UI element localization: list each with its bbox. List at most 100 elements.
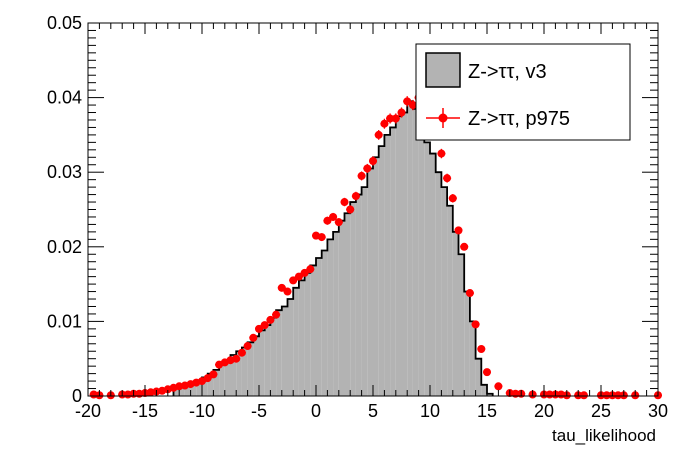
histogram-bar: [441, 187, 448, 396]
histogram-bar: [281, 306, 288, 396]
data-point: [340, 198, 349, 207]
data-point: [391, 114, 400, 123]
data-point: [408, 101, 417, 110]
x-tick-label: 5: [368, 401, 378, 421]
histogram-bar: [373, 157, 379, 396]
histogram-bar: [287, 299, 294, 396]
data-point: [465, 289, 474, 298]
data-point: [460, 242, 469, 251]
x-tick-label: 30: [648, 401, 668, 421]
y-tick-label: 0: [72, 386, 82, 406]
x-tick-label: 15: [477, 401, 497, 421]
histogram-bar: [241, 347, 248, 396]
histogram-bar: [407, 101, 413, 396]
histogram-bar: [350, 202, 356, 396]
data-point: [437, 149, 446, 158]
histogram-bar: [219, 364, 225, 396]
x-axis-title: tau_likelihood: [552, 426, 656, 445]
histogram-bar: [401, 112, 408, 397]
legend-swatch-marker: [438, 113, 448, 123]
x-tick-label: -5: [251, 401, 267, 421]
histogram-bar: [390, 127, 396, 396]
histogram-bar: [321, 250, 328, 396]
axis-ticks: [87, 22, 659, 397]
histogram-bar: [384, 134, 391, 396]
data-point: [255, 324, 263, 333]
histogram-bar: [367, 168, 373, 396]
data-point: [374, 130, 383, 139]
histogram-bar: [452, 231, 459, 396]
x-tick-label: 20: [534, 401, 554, 421]
histogram-bar: [202, 377, 208, 396]
data-point: [483, 368, 491, 377]
y-tick-label: 0.01: [47, 311, 82, 331]
data-point: [579, 391, 588, 400]
x-tick-label: -15: [132, 401, 158, 421]
data-point: [306, 265, 315, 274]
x-tick-labels: -20 -15 -10 -5 0 5 10 15 20 25 30: [75, 401, 668, 421]
histogram-bar: [253, 336, 259, 396]
points-series: [89, 92, 662, 400]
y-tick-label: 0.02: [47, 237, 82, 257]
data-point: [614, 391, 623, 400]
histogram-bar: [447, 205, 453, 396]
histogram-bar: [298, 280, 305, 396]
data-point: [272, 310, 281, 319]
data-point: [403, 97, 412, 106]
data-point: [334, 218, 343, 227]
histogram-bar: [259, 330, 265, 396]
histogram-bar: [418, 123, 425, 397]
histogram-bar: [213, 369, 220, 396]
histogram-bar: [412, 108, 419, 396]
histogram-bar: [355, 194, 362, 396]
histogram-bar: [179, 387, 185, 396]
legend-label-points: Z->ττ, p975: [468, 108, 570, 130]
histogram-bar: [270, 317, 277, 396]
histogram-bar: [344, 213, 351, 396]
data-point: [602, 391, 611, 400]
data-point: [283, 287, 292, 296]
data-point: [363, 164, 372, 173]
histogram-bar: [196, 381, 202, 396]
histogram-bar: [327, 239, 334, 396]
histogram-bar: [435, 172, 442, 396]
histogram-bar: [316, 257, 322, 396]
histogram-bar: [338, 220, 345, 396]
histogram-bar: [475, 358, 482, 396]
histogram-bar: [487, 393, 493, 396]
data-point: [346, 205, 355, 214]
histogram-bar: [230, 354, 237, 396]
data-point: [329, 212, 338, 221]
histogram-bar: [378, 146, 385, 396]
data-point: [397, 108, 406, 117]
histogram-bar: [190, 382, 197, 396]
histogram-bar: [247, 342, 254, 396]
legend: Z->ττ, v3 Z->ττ, p975: [415, 43, 631, 141]
histogram-bar: [310, 265, 316, 396]
data-point: [209, 370, 218, 379]
data-point: [448, 194, 457, 203]
histogram-bar: [236, 351, 242, 396]
data-point: [260, 321, 269, 330]
data-point: [380, 119, 389, 128]
data-point: [294, 272, 303, 281]
histogram-bar: [430, 153, 436, 396]
histogram-bar: [224, 360, 231, 396]
x-tick-label: 0: [311, 401, 321, 421]
histogram-bar: [464, 291, 470, 396]
data-point: [369, 157, 377, 166]
data-point: [386, 114, 395, 123]
data-point: [323, 216, 332, 225]
histogram-bar: [293, 287, 299, 396]
data-point: [266, 315, 275, 324]
data-point: [454, 226, 463, 235]
histogram-bar: [304, 272, 311, 396]
histogram-bar: [207, 373, 214, 396]
histogram-bar: [424, 142, 430, 396]
histogram-bar: [173, 388, 180, 396]
data-point: [351, 192, 360, 201]
y-tick-label: 0.05: [47, 13, 82, 33]
data-point: [243, 342, 252, 351]
y-tick-labels: 0 0.01 0.02 0.03 0.04 0.05: [47, 13, 82, 406]
